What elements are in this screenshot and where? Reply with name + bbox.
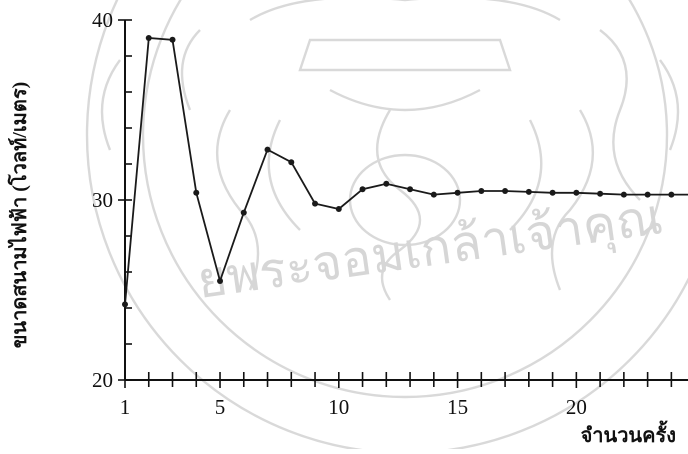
y-axis-label: ขนาดสนามไฟฟ้า (โวลท์/เมตร) — [7, 82, 31, 349]
x-tick-label: 1 — [120, 395, 131, 419]
axis-ticks — [118, 19, 673, 388]
data-point — [430, 191, 437, 198]
y-tick-label: 40 — [92, 8, 113, 32]
data-point — [169, 36, 176, 43]
data-point — [573, 189, 580, 196]
data-point — [264, 146, 271, 153]
data-point — [288, 159, 295, 166]
svg-text:ยพระจอมเกล้าเจ้าคุณ: ยพระจอมเกล้าเจ้าคุณ — [194, 187, 666, 311]
data-point — [525, 188, 532, 195]
data-point — [335, 206, 342, 212]
x-tick-label: 20 — [566, 395, 587, 419]
data-point — [145, 35, 152, 41]
x-tick-label: 10 — [328, 395, 349, 419]
series-points — [122, 35, 675, 308]
data-point — [478, 188, 485, 194]
data-point — [549, 189, 556, 196]
data-point — [454, 189, 461, 196]
data-point — [240, 209, 247, 216]
y-tick-label: 30 — [92, 188, 113, 212]
data-point — [383, 180, 390, 187]
data-point — [668, 191, 675, 198]
data-point — [597, 190, 604, 197]
data-point — [312, 200, 319, 207]
data-point — [122, 301, 128, 308]
y-tick-label: 20 — [92, 368, 113, 392]
x-tick-label: 5 — [215, 395, 226, 419]
data-point — [502, 188, 509, 194]
data-point — [217, 278, 224, 284]
data-point — [620, 191, 627, 198]
data-point — [193, 189, 200, 196]
data-point — [407, 186, 414, 193]
data-point — [359, 186, 366, 193]
x-axis-label: จำนวนครั้ง — [581, 420, 676, 447]
x-tick-label: 15 — [447, 395, 468, 419]
data-point — [644, 191, 651, 198]
